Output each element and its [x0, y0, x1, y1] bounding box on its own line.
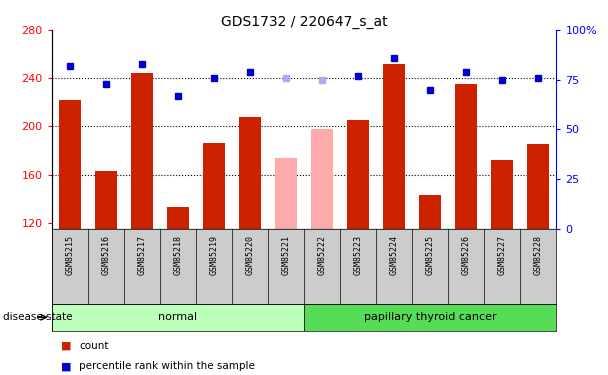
Text: GSM85224: GSM85224 — [390, 235, 399, 275]
Text: GSM85217: GSM85217 — [137, 235, 147, 275]
Bar — [304, 304, 556, 331]
Text: GSM85221: GSM85221 — [282, 235, 291, 275]
Text: GSM85218: GSM85218 — [173, 235, 182, 275]
Text: ■: ■ — [61, 362, 71, 371]
Bar — [275, 158, 297, 229]
Text: GSM85226: GSM85226 — [461, 235, 471, 275]
Text: count: count — [79, 341, 109, 351]
Text: GSM85220: GSM85220 — [246, 235, 254, 275]
Text: ■: ■ — [61, 341, 71, 351]
Bar — [239, 117, 261, 229]
Text: papillary thyroid cancer: papillary thyroid cancer — [364, 312, 497, 322]
Text: GSM85215: GSM85215 — [65, 235, 74, 275]
Bar — [383, 64, 405, 229]
Text: GSM85225: GSM85225 — [426, 235, 435, 275]
Bar — [311, 129, 333, 229]
Text: GSM85216: GSM85216 — [102, 235, 110, 275]
Bar — [420, 195, 441, 229]
Text: GSM85227: GSM85227 — [498, 235, 506, 275]
Bar — [95, 171, 117, 229]
Title: GDS1732 / 220647_s_at: GDS1732 / 220647_s_at — [221, 15, 387, 29]
Bar — [528, 144, 549, 229]
Bar — [59, 100, 80, 229]
Text: percentile rank within the sample: percentile rank within the sample — [79, 362, 255, 371]
Bar — [167, 207, 188, 229]
Text: GSM85222: GSM85222 — [317, 235, 326, 275]
Bar — [455, 84, 477, 229]
Text: normal: normal — [158, 312, 198, 322]
Bar — [347, 120, 369, 229]
Bar — [131, 74, 153, 229]
Bar — [52, 304, 304, 331]
Text: GSM85219: GSM85219 — [209, 235, 218, 275]
Text: GSM85228: GSM85228 — [534, 235, 543, 275]
Text: GSM85223: GSM85223 — [354, 235, 362, 275]
Text: disease state: disease state — [3, 312, 72, 322]
Bar — [491, 160, 513, 229]
Bar — [203, 143, 225, 229]
